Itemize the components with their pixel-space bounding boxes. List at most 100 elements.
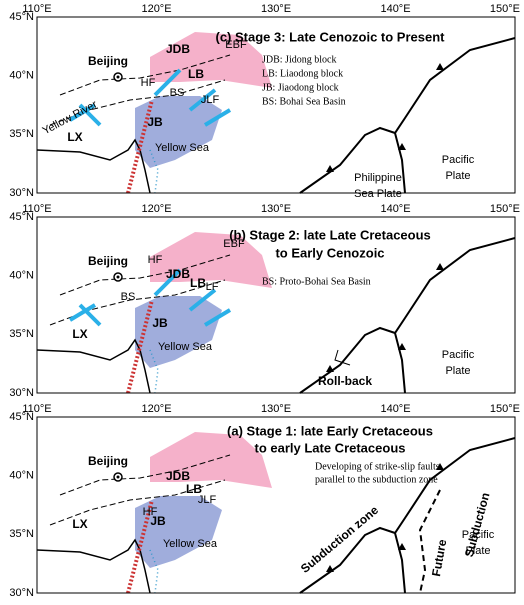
stress-arrow xyxy=(68,303,97,322)
legend-text: BS: Proto-Bohai Sea Basin xyxy=(262,276,371,287)
lon-label: 120°E xyxy=(141,203,171,215)
stress-arrow xyxy=(78,303,102,327)
lon-label: 130°E xyxy=(261,3,291,15)
legend-text: JB: Jiaodong block xyxy=(262,82,339,93)
map-label: Pacific Plate xyxy=(462,529,495,557)
stress-arrow xyxy=(203,308,232,327)
tanlu-fault xyxy=(126,499,154,594)
map-panel: 110°E 120°E 130°E 140°E 150°E 45°N 40°N 35°N 30°… xyxy=(9,3,520,200)
fault-line xyxy=(59,254,231,296)
map-label: Roll-back xyxy=(318,374,372,388)
label-line: Plate xyxy=(445,170,470,182)
fault-line xyxy=(49,479,226,526)
legend-text: JDB: Jidong block xyxy=(262,54,336,65)
lon-label: 110°E xyxy=(22,203,51,215)
lat-label: 30°N xyxy=(9,387,34,399)
future-boundary xyxy=(418,489,441,594)
lat-label: 35°N xyxy=(9,128,34,140)
map-label: Beijing xyxy=(88,54,128,68)
legend-text: parallel to the subduction zone xyxy=(315,474,438,485)
coastline xyxy=(36,138,151,194)
lon-label: 140°E xyxy=(380,203,410,215)
map-label: EBF xyxy=(225,39,247,51)
plate-boundary xyxy=(394,332,406,394)
stress-arrow xyxy=(153,68,182,97)
trench-triangle xyxy=(398,343,406,350)
fault-line xyxy=(59,454,231,496)
tanlu-fault xyxy=(126,99,154,194)
basin-zone xyxy=(135,496,222,568)
lon-label: 130°E xyxy=(261,403,291,415)
lon-label: 150°E xyxy=(490,3,520,15)
lon-label: 110°E xyxy=(22,3,51,15)
rollback-arrow xyxy=(334,349,351,366)
plate-boundary xyxy=(394,132,406,194)
city-dot xyxy=(116,275,120,279)
lon-label: 120°E xyxy=(141,3,171,15)
map-label: HF xyxy=(148,254,163,266)
lat-label: 35°N xyxy=(9,528,34,540)
panel-title: to Early Cenozoic xyxy=(275,245,384,260)
lon-label: 130°E xyxy=(261,203,291,215)
stress-arrow xyxy=(153,268,182,297)
map-label: HF xyxy=(141,77,156,89)
label-line: Plate xyxy=(465,545,490,557)
trench-triangle xyxy=(436,63,444,70)
map-label: LB xyxy=(190,276,206,290)
map-label: Future xyxy=(429,538,449,578)
fault-line xyxy=(59,54,231,96)
map-frame xyxy=(36,416,516,594)
label-line: Plate xyxy=(445,365,470,377)
map-label: BS xyxy=(170,87,185,99)
map-label: Beijing xyxy=(88,454,128,468)
lat-label: 40°N xyxy=(9,470,34,482)
lon-label: 150°E xyxy=(490,403,520,415)
panel-title: (c) Stage 3: Late Cenozoic to Present xyxy=(216,29,446,44)
trench-triangle xyxy=(326,565,334,572)
city-dot xyxy=(116,475,120,479)
trench-triangle xyxy=(436,463,444,470)
map-label: JDB xyxy=(166,267,190,281)
trench-triangle xyxy=(436,263,444,270)
map-frame xyxy=(36,216,516,394)
trench-triangle xyxy=(398,543,406,550)
map-label: JDB xyxy=(166,42,190,56)
lat-label: 30°N xyxy=(9,587,34,599)
map-label: LX xyxy=(72,517,87,531)
map-label: JLF xyxy=(198,494,217,506)
map-panel: 110°E 120°E 130°E 140°E 150°E 45°N 40°N 35°N 30°… xyxy=(9,203,520,399)
map-label: Pacific Plate xyxy=(442,349,475,377)
stress-arrow xyxy=(68,103,97,122)
coastline xyxy=(36,538,151,594)
panel-title: (b) Stage 2: late Late Cretaceous xyxy=(229,227,431,242)
map-label: LB xyxy=(186,482,202,496)
uplift-zone xyxy=(150,432,272,488)
label-line: Pacific xyxy=(442,154,475,166)
label-line: Sea Plate xyxy=(354,188,402,200)
lat-label: 45°N xyxy=(9,211,34,223)
trench-triangle xyxy=(326,165,334,172)
lat-label: 40°N xyxy=(9,270,34,282)
basin-zone xyxy=(135,96,222,168)
map-label: Beijing xyxy=(88,254,128,268)
uplift-zone xyxy=(150,32,272,88)
lat-label: 30°N xyxy=(9,187,34,199)
lon-label: 140°E xyxy=(380,3,410,15)
map-label: BS xyxy=(121,291,136,303)
lon-label: 140°E xyxy=(380,403,410,415)
stress-arrow xyxy=(188,288,217,312)
lon-label: 150°E xyxy=(490,203,520,215)
label-line: Pacific xyxy=(442,349,475,361)
city-dot xyxy=(116,75,120,79)
stress-arrow xyxy=(188,88,217,112)
basin-zone xyxy=(135,296,222,368)
map-label: JB xyxy=(150,514,166,528)
legend-text: BS: Bohai Sea Basin xyxy=(262,96,346,107)
map-label: JLF xyxy=(201,94,220,106)
label-line: Philippine xyxy=(354,172,402,184)
map-label: LX xyxy=(72,327,87,341)
map-label: JB xyxy=(147,115,163,129)
legend-text: LB: Liaodong block xyxy=(262,68,343,79)
